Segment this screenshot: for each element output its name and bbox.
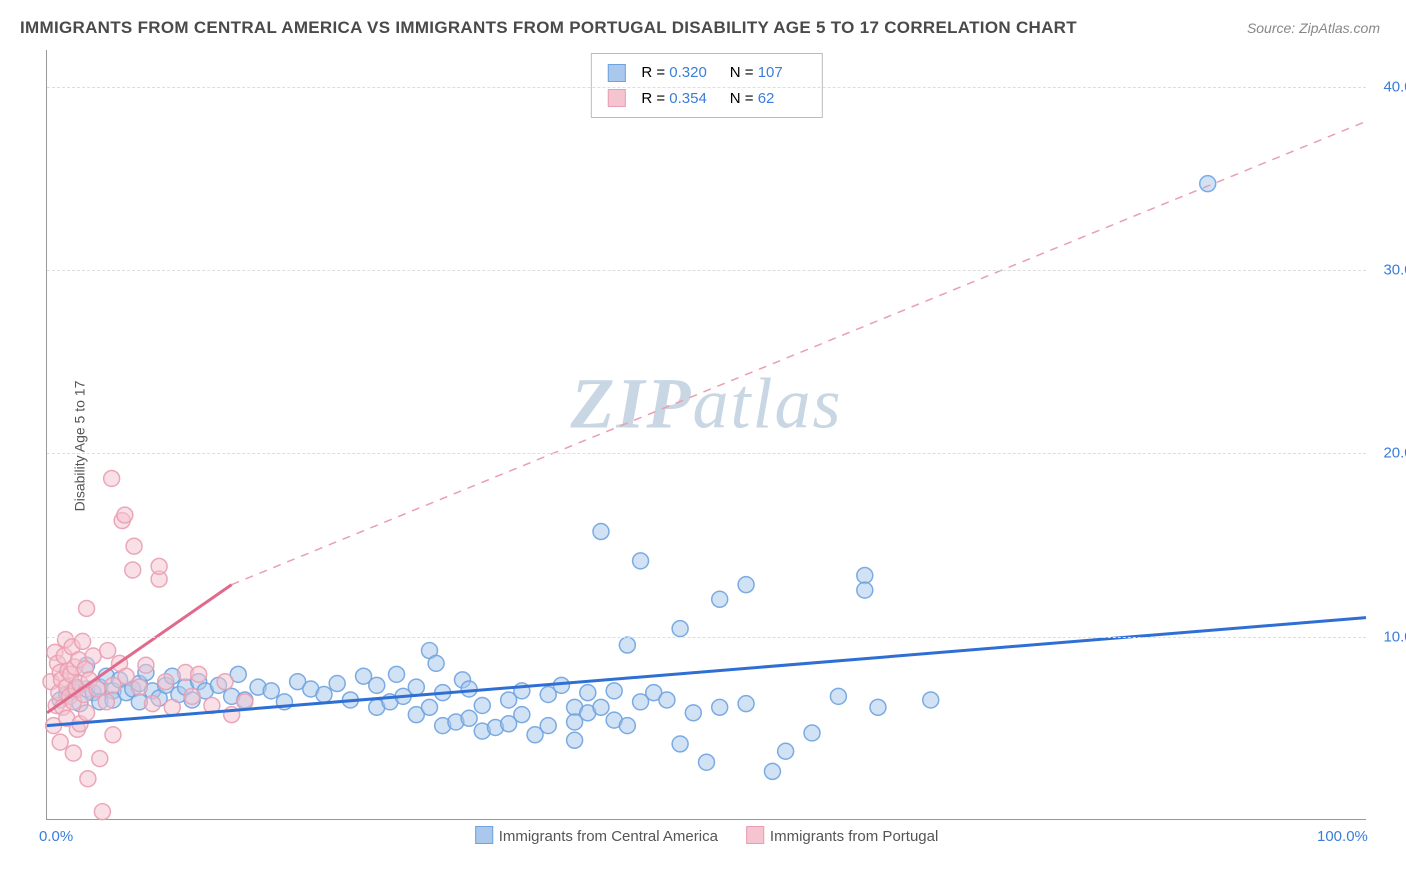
scatter-point-central [567, 732, 583, 748]
scatter-point-portugal [79, 705, 95, 721]
scatter-point-central [593, 524, 609, 540]
y-tick-label: 30.0% [1383, 262, 1406, 279]
chart-container: IMMIGRANTS FROM CENTRAL AMERICA VS IMMIG… [0, 0, 1406, 892]
scatter-point-portugal [65, 745, 81, 761]
scatter-point-central [369, 677, 385, 693]
stats-text: R = 0.320 N = 107 [641, 60, 805, 86]
scatter-point-central [699, 754, 715, 770]
scatter-point-central [408, 679, 424, 695]
scatter-point-portugal [85, 648, 101, 664]
scatter-point-central [461, 710, 477, 726]
scatter-point-portugal [237, 694, 253, 710]
scatter-point-portugal [79, 600, 95, 616]
scatter-point-central [764, 763, 780, 779]
scatter-point-central [738, 577, 754, 593]
scatter-point-central [389, 666, 405, 682]
chart-title: IMMIGRANTS FROM CENTRAL AMERICA VS IMMIG… [20, 18, 1077, 38]
scatter-point-central [422, 699, 438, 715]
legend-label: Immigrants from Central America [499, 828, 718, 845]
scatter-point-central [540, 718, 556, 734]
scatter-point-central [514, 707, 530, 723]
scatter-point-portugal [104, 470, 120, 486]
x-tick-label: 0.0% [39, 828, 73, 845]
y-tick-label: 10.0% [1383, 628, 1406, 645]
scatter-point-central [633, 553, 649, 569]
scatter-point-central [830, 688, 846, 704]
scatter-point-central [870, 699, 886, 715]
x-legend-item: Immigrants from Central America [475, 826, 718, 845]
scatter-point-central [619, 637, 635, 653]
scatter-point-portugal [100, 643, 116, 659]
scatter-point-portugal [98, 694, 114, 710]
y-tick-label: 40.0% [1383, 78, 1406, 95]
x-axis-legend: Immigrants from Central America Immigrant… [475, 826, 939, 845]
scatter-point-portugal [94, 804, 110, 820]
gridline [47, 637, 1366, 638]
gridline [47, 453, 1366, 454]
scatter-point-central [263, 683, 279, 699]
y-tick-label: 20.0% [1383, 445, 1406, 462]
scatter-point-central [738, 696, 754, 712]
scatter-point-portugal [184, 688, 200, 704]
scatter-point-central [712, 591, 728, 607]
scatter-point-central [606, 683, 622, 699]
scatter-point-portugal [118, 668, 134, 684]
scatter-point-portugal [125, 562, 141, 578]
scatter-point-central [923, 692, 939, 708]
scatter-point-central [659, 692, 675, 708]
scatter-point-portugal [105, 727, 121, 743]
scatter-point-central [857, 582, 873, 598]
scatter-svg [47, 50, 1366, 819]
scatter-point-portugal [138, 657, 154, 673]
x-tick-label: 100.0% [1317, 828, 1368, 845]
legend-label: Immigrants from Portugal [770, 828, 938, 845]
scatter-point-central [857, 567, 873, 583]
scatter-point-portugal [126, 538, 142, 554]
scatter-point-central [672, 736, 688, 752]
scatter-point-portugal [117, 507, 133, 523]
plot-area: ZIPatlas R = 0.320 N = 107R = 0.354 N = … [46, 50, 1366, 820]
scatter-point-portugal [80, 771, 96, 787]
scatter-point-central [461, 681, 477, 697]
scatter-point-central [778, 743, 794, 759]
scatter-point-central [593, 699, 609, 715]
scatter-point-portugal [145, 696, 161, 712]
x-legend-item: Immigrants from Portugal [746, 826, 938, 845]
scatter-point-central [672, 621, 688, 637]
stats-legend-box: R = 0.320 N = 107R = 0.354 N = 62 [590, 53, 822, 118]
legend-swatch [607, 64, 625, 82]
legend-swatch [746, 826, 764, 844]
scatter-point-central [329, 676, 345, 692]
scatter-point-central [712, 699, 728, 715]
gridline [47, 270, 1366, 271]
stats-row-portugal: R = 0.354 N = 62 [607, 86, 805, 112]
scatter-point-portugal [92, 751, 108, 767]
scatter-point-portugal [217, 674, 233, 690]
scatter-point-portugal [158, 674, 174, 690]
scatter-point-central [580, 685, 596, 701]
scatter-point-central [428, 655, 444, 671]
scatter-point-portugal [164, 699, 180, 715]
legend-swatch [475, 826, 493, 844]
legend-swatch [607, 89, 625, 107]
scatter-point-central [1200, 176, 1216, 192]
scatter-point-central [685, 705, 701, 721]
scatter-point-portugal [52, 734, 68, 750]
scatter-point-central [619, 718, 635, 734]
gridline [47, 87, 1366, 88]
scatter-point-portugal [151, 558, 167, 574]
scatter-point-central [474, 697, 490, 713]
scatter-point-portugal [191, 666, 207, 682]
scatter-point-central [804, 725, 820, 741]
scatter-point-portugal [131, 679, 147, 695]
source-attribution: Source: ZipAtlas.com [1247, 20, 1380, 36]
stats-text: R = 0.354 N = 62 [641, 86, 805, 112]
scatter-point-central [316, 687, 332, 703]
stats-row-central: R = 0.320 N = 107 [607, 60, 805, 86]
